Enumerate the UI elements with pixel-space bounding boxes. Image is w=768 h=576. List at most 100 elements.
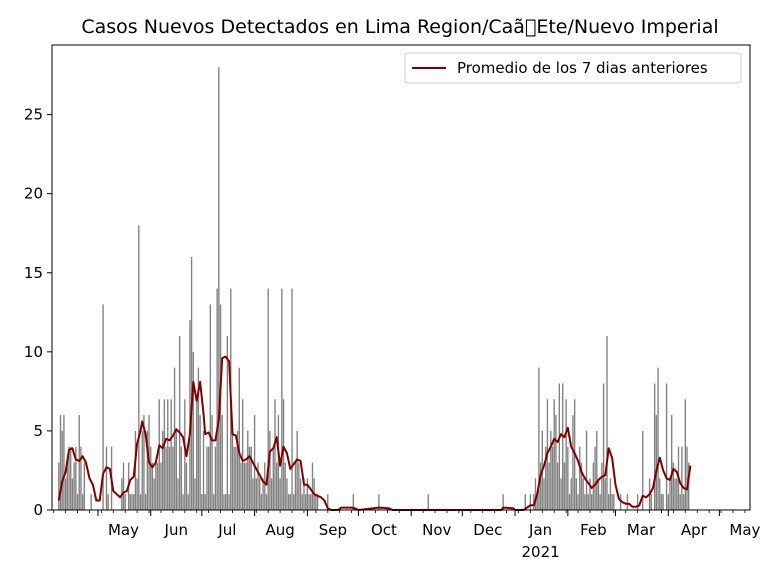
bar [642,430,644,510]
bar [534,478,537,510]
bar [684,399,686,510]
bar [602,383,605,510]
bar [59,415,62,510]
bar [539,462,542,510]
bar [287,494,290,510]
bar [194,478,196,510]
bar [61,430,63,510]
bar [168,446,171,510]
x-tick-label: May [729,521,760,539]
bar [180,446,183,510]
bar [570,478,572,510]
bar [619,494,622,510]
y-tick-label: 5 [33,422,43,440]
bar [538,367,540,510]
bar [259,478,261,510]
bar [165,446,167,510]
bar [655,415,658,510]
bar [270,478,273,510]
bar [548,462,550,510]
bar [260,494,263,510]
bar [299,478,302,510]
bar [102,304,104,510]
y-tick-label: 0 [33,501,43,519]
bar [138,225,140,510]
bar [529,494,532,510]
bar [196,399,198,510]
bar [136,478,138,510]
bar [613,494,615,510]
bar [83,462,86,510]
x-tick-label: Aug [265,521,294,539]
bar [545,446,547,510]
bar [310,494,312,510]
bar [216,288,218,510]
bar [676,478,678,510]
bar [277,415,280,510]
bar [264,462,266,510]
bar [378,494,380,510]
bar [606,336,608,510]
x-year-label: 2021 [522,543,560,561]
bar [608,494,610,510]
bar [199,415,201,510]
bar [679,494,681,510]
bar [594,446,596,510]
bar [667,494,669,510]
bar [308,494,310,510]
bar [352,494,355,510]
bar [296,430,298,510]
bar [580,462,583,510]
bar [626,494,629,510]
bar [161,430,164,510]
bar [201,494,203,510]
bar [587,494,589,510]
bar [163,399,166,510]
bar [146,430,149,510]
bar [78,415,80,510]
x-tick-label: Jun [164,521,188,539]
legend-box [404,52,742,84]
bar [189,320,191,510]
x-tick-label: Dec [473,521,502,539]
bar [207,446,210,510]
bar [276,462,278,510]
bar [182,494,184,510]
bar [304,494,307,510]
rolling-average-line [57,355,692,511]
bar [71,478,74,510]
bar [90,494,92,510]
bar [238,367,240,510]
bar [250,446,252,510]
bar [262,478,264,510]
x-tick-label: Oct [371,521,397,539]
bar [682,494,685,510]
bar [553,399,555,510]
bar [567,446,569,510]
bar [282,399,285,510]
bar [577,494,579,510]
bar [303,478,305,510]
bar [653,383,656,510]
bar [665,383,668,510]
bar [170,399,172,510]
bar [672,462,675,510]
bar [601,462,603,510]
bar [298,462,300,510]
bar [291,288,293,510]
bar [316,494,319,510]
bar [158,399,160,510]
bar [241,399,244,510]
bar [604,478,606,510]
bar [543,478,545,510]
bar [228,494,230,510]
bar [150,446,152,510]
bar [269,430,271,510]
bar [558,383,561,510]
bar [674,478,676,510]
bar [536,494,538,510]
bar [218,67,220,510]
bar [58,462,60,510]
bar [219,304,222,510]
